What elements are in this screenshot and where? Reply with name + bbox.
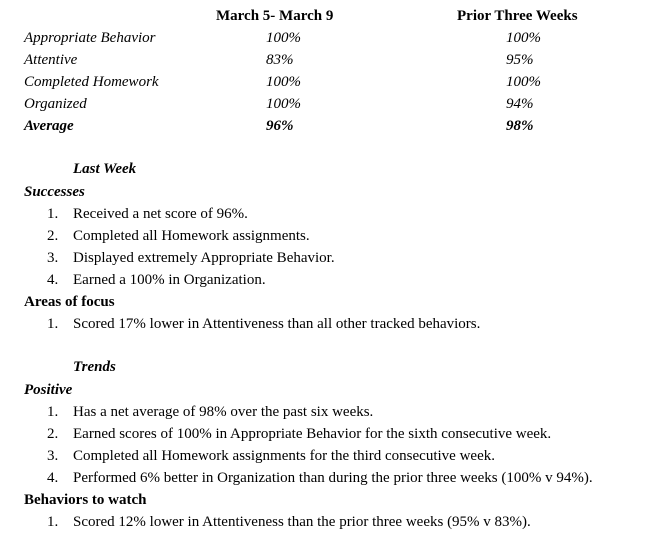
trends-heading: Trends	[73, 359, 116, 375]
list-number: 2.	[47, 426, 59, 442]
row-prior-value: 95%	[506, 52, 534, 68]
row-current-value: 100%	[266, 74, 301, 90]
list-number: 3.	[47, 250, 59, 266]
list-item-text: Scored 12% lower in Attentiveness than t…	[73, 514, 531, 530]
list-item-text: Completed all Homework assignments.	[73, 228, 310, 244]
list-item-text: Performed 6% better in Organization than…	[73, 470, 593, 486]
row-current-value: 100%	[266, 30, 301, 46]
column-header-prior-weeks: Prior Three Weeks	[457, 8, 578, 24]
list-item-text: Scored 17% lower in Attentiveness than a…	[73, 316, 481, 332]
list-number: 4.	[47, 470, 59, 486]
list-number: 1.	[47, 404, 59, 420]
list-item-text: Earned scores of 100% in Appropriate Beh…	[73, 426, 552, 442]
row-current-value: 83%	[266, 52, 294, 68]
list-number: 3.	[47, 448, 59, 464]
list-number: 4.	[47, 272, 59, 288]
list-item-text: Received a net score of 96%.	[73, 206, 248, 222]
average-current-value: 96%	[266, 118, 294, 134]
positive-heading: Positive	[24, 382, 73, 398]
row-prior-value: 100%	[506, 74, 541, 90]
list-number: 2.	[47, 228, 59, 244]
row-label: Attentive	[24, 52, 78, 68]
successes-heading: Successes	[24, 184, 85, 200]
average-label: Average	[24, 118, 74, 134]
list-item-text: Has a net average of 98% over the past s…	[73, 404, 374, 420]
average-prior-value: 98%	[506, 118, 534, 134]
list-item-text: Completed all Homework assignments for t…	[73, 448, 495, 464]
list-item-text: Displayed extremely Appropriate Behavior…	[73, 250, 335, 266]
row-prior-value: 100%	[506, 30, 541, 46]
row-current-value: 100%	[266, 96, 301, 112]
areas-of-focus-heading: Areas of focus	[24, 294, 115, 310]
row-label: Organized	[24, 96, 87, 112]
row-label: Appropriate Behavior	[24, 30, 156, 46]
list-number: 1.	[47, 514, 59, 530]
row-label: Completed Homework	[24, 74, 159, 90]
list-number: 1.	[47, 206, 59, 222]
behaviors-to-watch-heading: Behaviors to watch	[24, 492, 147, 508]
list-item-text: Earned a 100% in Organization.	[73, 272, 266, 288]
column-header-current-week: March 5- March 9	[216, 8, 334, 24]
row-prior-value: 94%	[506, 96, 534, 112]
last-week-heading: Last Week	[73, 161, 137, 177]
list-number: 1.	[47, 316, 59, 332]
